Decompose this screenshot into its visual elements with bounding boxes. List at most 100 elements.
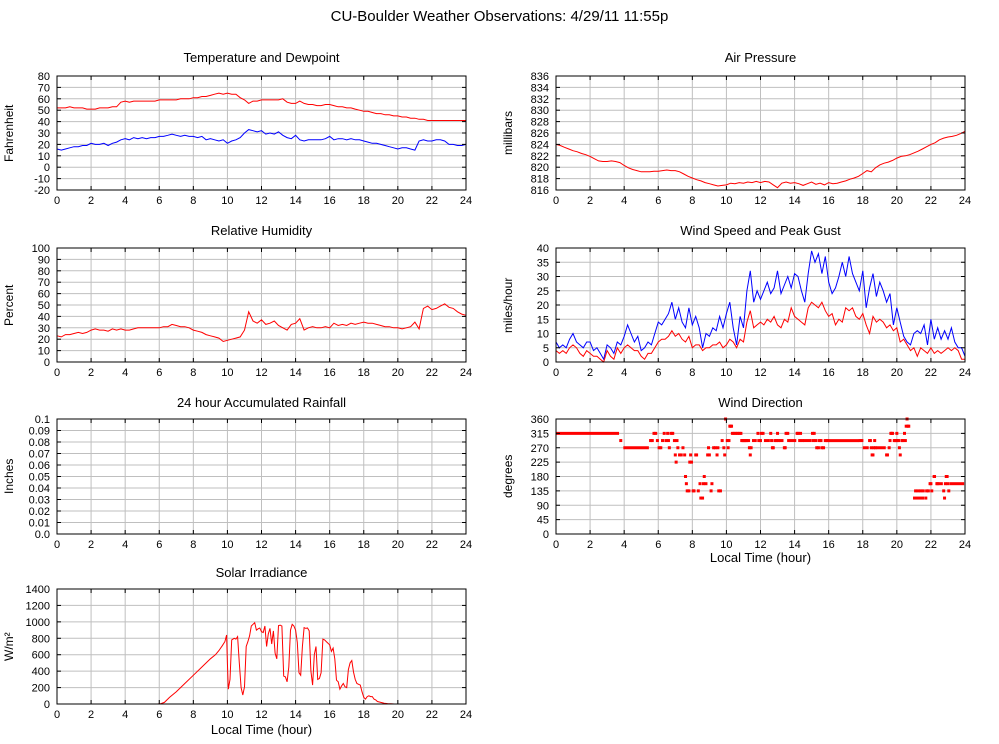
svg-text:822: 822 [531, 151, 549, 163]
svg-text:18: 18 [358, 539, 370, 551]
svg-text:14: 14 [289, 367, 301, 379]
chart-wind-direction: Wind Direction degrees 0 2 4 6 8 10 12 14 16 18 20… [499, 390, 999, 575]
svg-text:24: 24 [460, 367, 472, 379]
chart-title: Solar Irradiance [215, 565, 308, 580]
svg-text:20: 20 [537, 300, 549, 312]
svg-text:10: 10 [221, 367, 233, 379]
svg-text:60: 60 [38, 289, 50, 301]
svg-text:0.06: 0.06 [29, 460, 50, 472]
page-title: CU-Boulder Weather Observations: 4/29/11… [330, 8, 669, 25]
svg-text:180: 180 [531, 472, 549, 484]
svg-text:25: 25 [537, 286, 549, 298]
svg-text:14: 14 [289, 195, 301, 207]
svg-text:0: 0 [553, 367, 559, 379]
svg-text:816: 816 [531, 185, 549, 197]
svg-text:10: 10 [720, 367, 732, 379]
svg-text:0: 0 [553, 195, 559, 207]
svg-text:6: 6 [156, 709, 162, 721]
svg-text:8: 8 [689, 195, 695, 207]
svg-text:16: 16 [324, 539, 336, 551]
svg-text:832: 832 [531, 94, 549, 106]
svg-text:6: 6 [156, 195, 162, 207]
svg-text:5: 5 [543, 343, 549, 355]
svg-text:6: 6 [655, 367, 661, 379]
svg-text:14: 14 [788, 539, 800, 551]
plot-area-rainfall: 0 2 4 6 8 10 12 14 16 18 20 22 240.00.010.020.030.04… [29, 414, 473, 551]
svg-text:0.08: 0.08 [29, 437, 50, 449]
svg-text:2: 2 [88, 539, 94, 551]
svg-text:4: 4 [122, 539, 128, 551]
svg-text:90: 90 [537, 500, 549, 512]
x-axis-label: Local Time (hour) [709, 550, 812, 565]
svg-text:16: 16 [324, 709, 336, 721]
svg-text:20: 20 [38, 139, 50, 151]
svg-text:90: 90 [38, 254, 50, 266]
svg-text:12: 12 [754, 195, 766, 207]
svg-text:2: 2 [587, 195, 593, 207]
svg-text:18: 18 [358, 195, 370, 207]
svg-text:200: 200 [32, 683, 50, 695]
plot-area-pressure: 0 2 4 6 8 10 12 14 16 18 20 22 248168188208228248268… [531, 71, 971, 207]
svg-text:8: 8 [689, 367, 695, 379]
svg-text:8: 8 [190, 709, 196, 721]
svg-text:0: 0 [54, 709, 60, 721]
svg-text:10: 10 [38, 151, 50, 163]
svg-text:360: 360 [531, 414, 549, 426]
svg-text:20: 20 [38, 334, 50, 346]
svg-text:10: 10 [221, 539, 233, 551]
svg-text:45: 45 [537, 515, 549, 527]
svg-text:6: 6 [156, 539, 162, 551]
svg-text:100: 100 [32, 243, 50, 255]
svg-text:0: 0 [44, 699, 50, 711]
svg-text:40: 40 [537, 243, 549, 255]
svg-text:0.09: 0.09 [29, 426, 50, 438]
svg-text:2: 2 [88, 367, 94, 379]
svg-text:24: 24 [959, 195, 971, 207]
svg-text:6: 6 [655, 195, 661, 207]
svg-text:0.01: 0.01 [29, 518, 50, 530]
svg-text:0.05: 0.05 [29, 472, 50, 484]
svg-text:400: 400 [32, 666, 50, 678]
svg-text:22: 22 [925, 195, 937, 207]
svg-text:0: 0 [44, 357, 50, 369]
svg-text:-10: -10 [34, 174, 50, 186]
chart-title: Temperature and Dewpoint [183, 50, 340, 65]
svg-text:1400: 1400 [26, 584, 50, 596]
svg-text:10: 10 [221, 709, 233, 721]
svg-text:10: 10 [221, 195, 233, 207]
svg-text:80: 80 [38, 266, 50, 278]
plot-area-wind-direction: 0 2 4 6 8 10 12 14 16 18 20 22 240459013518022527031… [531, 414, 971, 551]
svg-text:22: 22 [426, 539, 438, 551]
svg-text:18: 18 [857, 539, 869, 551]
svg-text:24: 24 [460, 709, 472, 721]
svg-text:828: 828 [531, 117, 549, 129]
svg-text:8: 8 [190, 539, 196, 551]
svg-text:20: 20 [891, 367, 903, 379]
svg-text:12: 12 [255, 195, 267, 207]
svg-text:20: 20 [392, 539, 404, 551]
svg-text:270: 270 [531, 443, 549, 455]
svg-text:24: 24 [959, 539, 971, 551]
svg-text:834: 834 [531, 82, 549, 94]
svg-text:16: 16 [823, 367, 835, 379]
svg-text:14: 14 [788, 195, 800, 207]
svg-text:35: 35 [537, 257, 549, 269]
plot-area-solar: 0 2 4 6 8 10 12 14 16 18 20 22 240200400600800100012… [26, 584, 473, 721]
svg-text:10: 10 [720, 195, 732, 207]
svg-text:0.1: 0.1 [35, 414, 50, 426]
svg-text:8: 8 [190, 367, 196, 379]
svg-text:0.0: 0.0 [35, 529, 50, 541]
svg-text:18: 18 [358, 709, 370, 721]
svg-text:20: 20 [392, 367, 404, 379]
svg-text:4: 4 [122, 367, 128, 379]
svg-text:30: 30 [537, 272, 549, 284]
chart-air-pressure: Air Pressure millibars 0 2 4 6 8 10 12 14 16 18 20… [499, 45, 999, 220]
svg-text:1200: 1200 [26, 600, 50, 612]
svg-text:22: 22 [426, 367, 438, 379]
svg-text:12: 12 [754, 367, 766, 379]
svg-text:18: 18 [857, 195, 869, 207]
svg-text:22: 22 [925, 367, 937, 379]
svg-text:12: 12 [754, 539, 766, 551]
svg-text:22: 22 [426, 195, 438, 207]
